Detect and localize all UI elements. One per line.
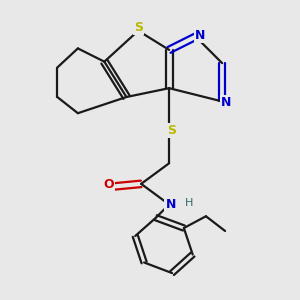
Text: S: S xyxy=(134,21,143,34)
Text: N: N xyxy=(221,96,232,110)
Text: S: S xyxy=(168,124,177,137)
Text: O: O xyxy=(103,178,114,191)
Text: N: N xyxy=(165,198,176,211)
Text: N: N xyxy=(195,29,205,42)
Text: H: H xyxy=(185,198,194,208)
